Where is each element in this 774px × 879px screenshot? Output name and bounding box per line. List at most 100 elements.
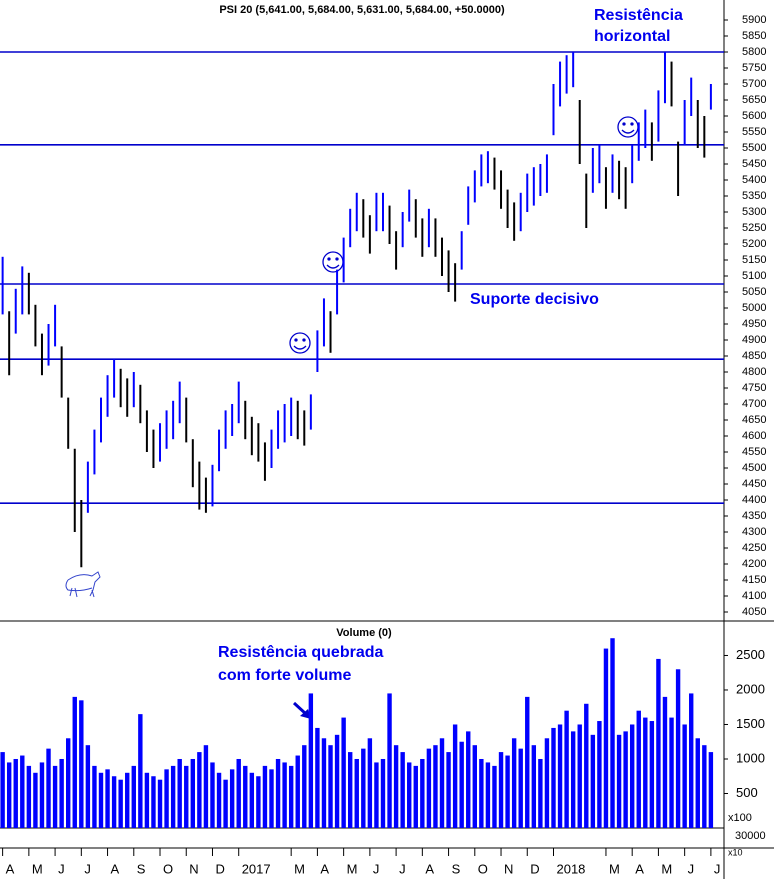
- volume-bar: [203, 745, 209, 828]
- unit-label: x10: [728, 847, 743, 857]
- x-tick-label: S: [137, 861, 146, 876]
- y-tick-label: 1500: [736, 716, 765, 731]
- volume-bar: [197, 752, 202, 828]
- volume-bar: [151, 776, 156, 828]
- y-tick-label: 4850: [742, 350, 766, 362]
- arrow: [292, 701, 311, 719]
- volume-bar: [551, 727, 556, 828]
- smiley: [289, 332, 311, 354]
- volume-bar: [649, 721, 655, 828]
- volume-bar: [92, 765, 97, 828]
- volume-bar: [557, 724, 563, 828]
- volume-bar: [420, 758, 425, 828]
- y-tick-label: 5050: [742, 286, 766, 298]
- x-tick-label: A: [6, 861, 15, 876]
- volume-bar: [662, 696, 668, 828]
- y-tick-label: 500: [736, 785, 758, 800]
- volume-bar: [675, 669, 681, 828]
- x-tick-label: 2018: [556, 861, 585, 876]
- x-tick-label: J: [714, 861, 721, 876]
- annotation: horizontal: [594, 28, 670, 45]
- volume-bar: [492, 765, 497, 828]
- volume-bar: [616, 734, 622, 828]
- volume-bar: [243, 765, 248, 828]
- y-tick-label: 4800: [742, 366, 766, 378]
- volume-bar: [98, 772, 104, 828]
- volume-bar: [702, 745, 707, 828]
- volume-bar: [26, 765, 32, 828]
- volume-bar: [177, 758, 182, 828]
- volume-bar: [118, 779, 123, 828]
- unit-label: x100: [728, 812, 752, 824]
- volume-bar: [6, 762, 12, 828]
- volume-bar: [656, 658, 661, 828]
- y-tick-label: 5000: [742, 302, 766, 314]
- y-tick-label: 5350: [742, 190, 766, 202]
- y-tick-label: 5550: [742, 126, 766, 138]
- volume-bar: [59, 758, 64, 828]
- y-tick-label: 5250: [742, 222, 766, 234]
- y-tick-label: 5800: [742, 46, 766, 58]
- volume-bar: [144, 772, 150, 828]
- y-tick-label: 5850: [742, 30, 766, 42]
- unit-label: 30000: [735, 830, 766, 842]
- y-tick-label: 5200: [742, 238, 766, 250]
- volume-bar: [629, 724, 635, 828]
- volume-bar: [689, 693, 694, 828]
- volume-bar: [380, 758, 386, 828]
- volume-bar: [210, 762, 215, 828]
- volume-bar: [282, 762, 287, 828]
- y-tick-label: 5100: [742, 270, 766, 282]
- volume-bar: [79, 700, 84, 828]
- y-tick-label: 4400: [742, 494, 766, 506]
- volume-bar: [85, 745, 91, 828]
- y-tick-label: 5150: [742, 254, 766, 266]
- y-tick-label: 4650: [742, 414, 766, 426]
- volume-bar: [302, 745, 307, 828]
- volume-bar: [295, 755, 300, 828]
- volume-bar: [367, 738, 373, 828]
- x-tick-label: 2017: [242, 861, 271, 876]
- volume-bar: [13, 758, 18, 828]
- x-tick-label: M: [347, 861, 358, 876]
- y-tick-label: 4600: [742, 430, 766, 442]
- x-tick-label: S: [452, 861, 461, 876]
- y-tick-label: 4050: [742, 606, 766, 618]
- y-tick-label: 4450: [742, 478, 766, 490]
- x-tick-label: A: [320, 861, 329, 876]
- volume-bar: [275, 758, 281, 828]
- volume-bar: [184, 765, 189, 828]
- annotation: Resistência quebrada: [218, 644, 384, 661]
- volume-bar: [459, 741, 464, 828]
- volume-bar: [347, 752, 353, 828]
- y-tick-label: 4350: [742, 510, 766, 522]
- x-tick-label: M: [294, 861, 305, 876]
- volume-title: Volume (0): [336, 627, 392, 639]
- volume-bar: [66, 738, 71, 828]
- chart-title: PSI 20 (5,641.00, 5,684.00, 5,631.00, 5,…: [219, 4, 505, 16]
- volume-bar: [249, 772, 255, 828]
- volume-bar: [570, 731, 576, 828]
- volume-bar: [695, 738, 700, 828]
- volume-bar: [610, 638, 615, 828]
- volume-bar: [125, 772, 130, 828]
- y-tick-label: 4900: [742, 334, 766, 346]
- volume-bar: [643, 717, 648, 828]
- y-tick-label: 5600: [742, 110, 766, 122]
- volume-bar: [229, 769, 235, 828]
- volume-bar: [321, 738, 327, 828]
- volume-bar: [466, 731, 471, 828]
- volume-bar: [262, 765, 268, 828]
- x-tick-label: O: [478, 861, 488, 876]
- volume-bar: [341, 717, 346, 828]
- volume-bar: [138, 714, 143, 828]
- volume-bar: [33, 772, 38, 828]
- x-tick-label: D: [530, 861, 539, 876]
- volume-bar: [288, 765, 294, 828]
- volume-bar: [216, 772, 222, 828]
- volume-bar: [426, 748, 432, 828]
- volume-bar: [446, 752, 451, 828]
- y-tick-label: 4750: [742, 382, 766, 394]
- y-tick-label: 5650: [742, 94, 766, 106]
